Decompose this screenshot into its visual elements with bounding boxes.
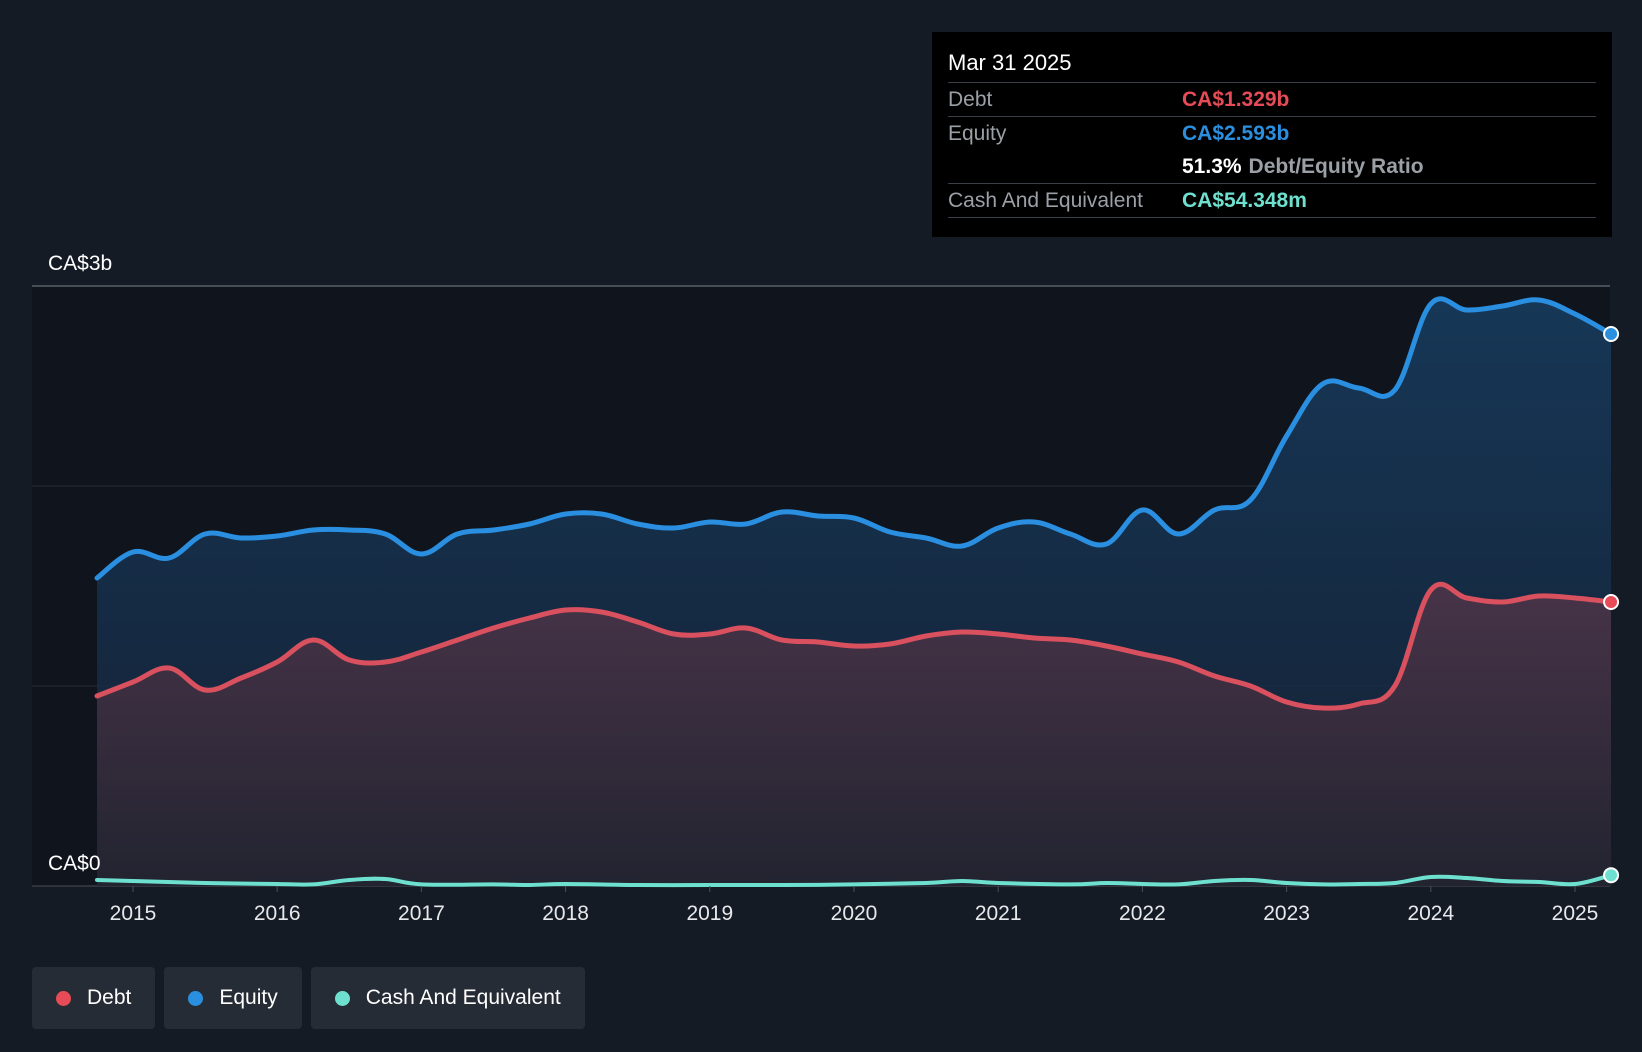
- cash-series-line: [95, 873, 1613, 888]
- legend-item-debt[interactable]: Debt: [32, 967, 156, 1029]
- tooltip-ratio-value: 51.3%: [1182, 155, 1242, 178]
- tooltip-date: Mar 31 2025: [948, 48, 1596, 83]
- x-tick-label: 2019: [686, 902, 733, 925]
- debt-area: [97, 584, 1611, 886]
- tooltip-ratio-row: 51.3% Debt/Equity Ratio: [948, 150, 1596, 184]
- legend-item-cash[interactable]: Cash And Equivalent: [310, 967, 585, 1029]
- x-axis-ticks: 2015 2016 2017 2018 2019 2020 2021 2022 2023 2024…: [110, 886, 1599, 925]
- x-tick-label: 2021: [975, 902, 1022, 925]
- tooltip-cash-row: Cash And Equivalent CA$54.348m: [948, 184, 1596, 218]
- x-tick-label: 2017: [398, 902, 445, 925]
- equity-series-line: [94, 296, 1614, 581]
- tooltip-cash-value: CA$54.348m: [1182, 189, 1307, 212]
- legend-debt-label: Debt: [87, 986, 132, 1009]
- x-tick-label: 2023: [1263, 902, 1310, 925]
- x-tick-label: 2025: [1552, 902, 1599, 925]
- x-tick-label: 2024: [1407, 902, 1454, 925]
- y-axis-top-label: CA$3b: [48, 252, 112, 275]
- x-tick-label: 2018: [542, 902, 589, 925]
- tooltip-equity-value: CA$2.593b: [1182, 122, 1290, 145]
- cash-end-marker: [1603, 867, 1620, 884]
- tooltip-equity-label: Equity: [948, 122, 1007, 145]
- tooltip-panel: Mar 31 2025 Debt CA$1.329b Equity CA$2.5…: [932, 32, 1612, 237]
- debt-series-line: [94, 581, 1614, 711]
- x-tick-label: 2016: [254, 902, 301, 925]
- legend-equity-label: Equity: [219, 986, 278, 1009]
- x-tick-label: 2022: [1119, 902, 1166, 925]
- x-tick-label: 2020: [831, 902, 878, 925]
- tooltip-debt-row: Debt CA$1.329b: [948, 83, 1596, 117]
- legend-cash-label: Cash And Equivalent: [365, 986, 561, 1009]
- tooltip-cash-label: Cash And Equivalent: [948, 189, 1143, 212]
- legend-item-equity[interactable]: Equity: [164, 967, 302, 1029]
- x-tick-label: 2015: [110, 902, 157, 925]
- equity-end-marker: [1603, 326, 1620, 342]
- debt-dot-icon: [56, 990, 71, 1006]
- tooltip-ratio-label: Debt/Equity Ratio: [1248, 155, 1424, 178]
- tooltip-debt-value: CA$1.329b: [1182, 88, 1290, 111]
- legend: Debt Equity Cash And Equivalent: [32, 967, 585, 1029]
- tooltip-debt-label: Debt: [948, 88, 993, 111]
- equity-dot-icon: [188, 990, 204, 1006]
- debt-end-marker: [1603, 594, 1620, 610]
- tooltip-equity-row: Equity CA$2.593b: [948, 117, 1596, 150]
- cash-dot-icon: [334, 990, 350, 1006]
- y-axis-bottom-label: CA$0: [48, 852, 101, 875]
